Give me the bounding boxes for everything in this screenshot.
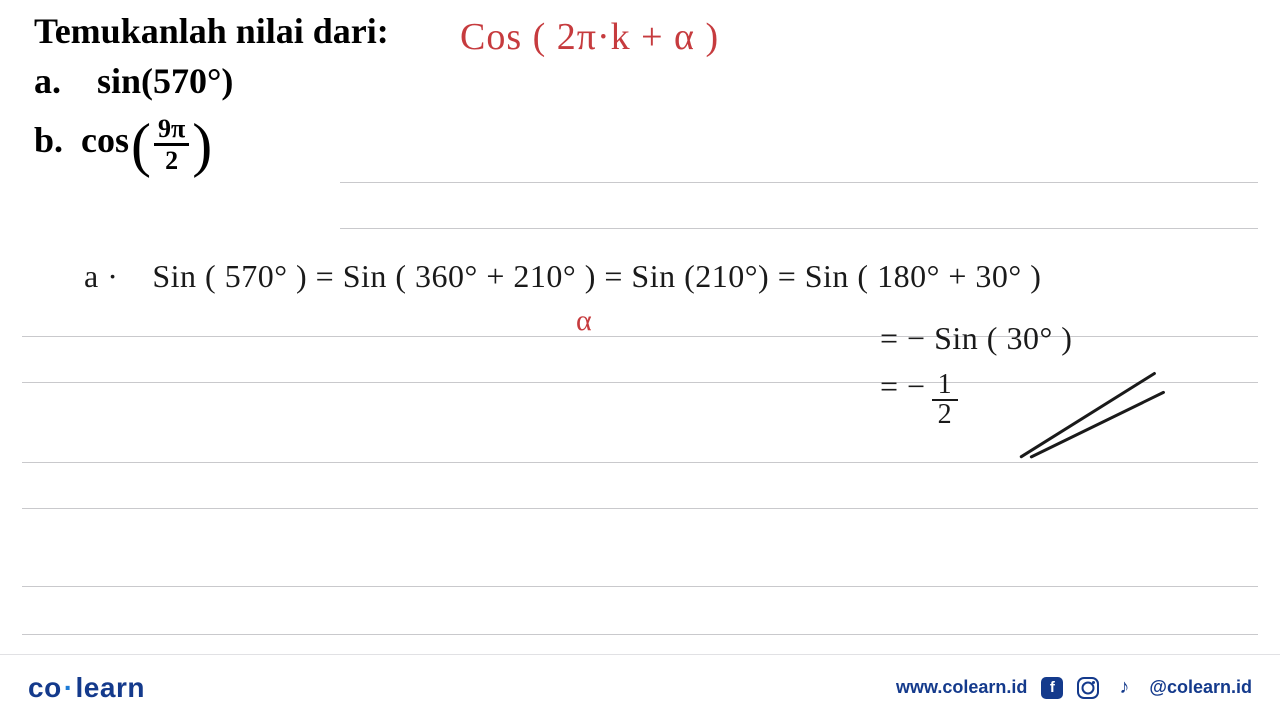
site-url[interactable]: www.colearn.id <box>896 677 1027 698</box>
logo-dot: · <box>62 672 76 703</box>
work-line-3-eq: = − <box>880 368 926 405</box>
work-line-1: a · Sin ( 570° ) = Sin ( 360° + 210° ) =… <box>84 258 1041 295</box>
problem-item-a: a. sin(570°) <box>34 60 233 102</box>
ruled-line <box>22 336 1258 337</box>
page: Temukanlah nilai dari: a. sin(570°) b. c… <box>0 0 1280 720</box>
problem-title: Temukanlah nilai dari: <box>34 10 389 52</box>
ruled-line <box>340 228 1258 229</box>
logo-part-learn: learn <box>76 672 145 703</box>
brand-logo: co·learn <box>28 672 145 704</box>
work-line-2: = − Sin ( 30° ) <box>880 320 1072 357</box>
hint-formula: Cos ( 2π·k + α ) <box>460 15 719 59</box>
item-a-label: a. <box>34 61 61 101</box>
ruled-line <box>22 634 1258 635</box>
result-denominator: 2 <box>938 401 953 429</box>
work-line-1-text: Sin ( 570° ) = Sin ( 360° + 210° ) = Sin… <box>152 258 1041 294</box>
item-b-func: cos <box>81 119 129 161</box>
check-stroke <box>1019 371 1156 458</box>
frac-numerator: 9π <box>154 115 189 146</box>
instagram-icon[interactable] <box>1077 677 1099 699</box>
item-b-fraction: 9π 2 <box>154 115 189 175</box>
check-stroke <box>1029 390 1165 458</box>
work-a-label: a · <box>84 258 118 294</box>
ruled-line <box>22 508 1258 509</box>
facebook-icon[interactable]: f <box>1041 677 1063 699</box>
work-line-3-frac: 1 2 <box>932 372 959 428</box>
alpha-annotation: α <box>576 304 592 338</box>
right-paren: ) <box>192 127 212 163</box>
item-a-expr: sin(570°) <box>97 61 233 101</box>
ruled-line <box>22 382 1258 383</box>
social-handle: @colearn.id <box>1149 677 1252 698</box>
result-numerator: 1 <box>932 372 959 401</box>
work-line-3: = − 1 2 <box>880 368 964 424</box>
ruled-line <box>22 586 1258 587</box>
left-paren: ( <box>131 127 151 163</box>
problem-item-b: b. cos ( 9π 2 ) <box>34 110 212 170</box>
logo-part-co: co <box>28 672 62 703</box>
ruled-line <box>22 462 1258 463</box>
frac-denominator: 2 <box>165 146 178 174</box>
item-b-label: b. <box>34 119 63 161</box>
tiktok-icon[interactable]: ♪ <box>1113 677 1135 699</box>
footer: co·learn www.colearn.id f ♪ @colearn.id <box>0 654 1280 720</box>
ruled-line <box>340 182 1258 183</box>
footer-right: www.colearn.id f ♪ @colearn.id <box>896 677 1252 699</box>
